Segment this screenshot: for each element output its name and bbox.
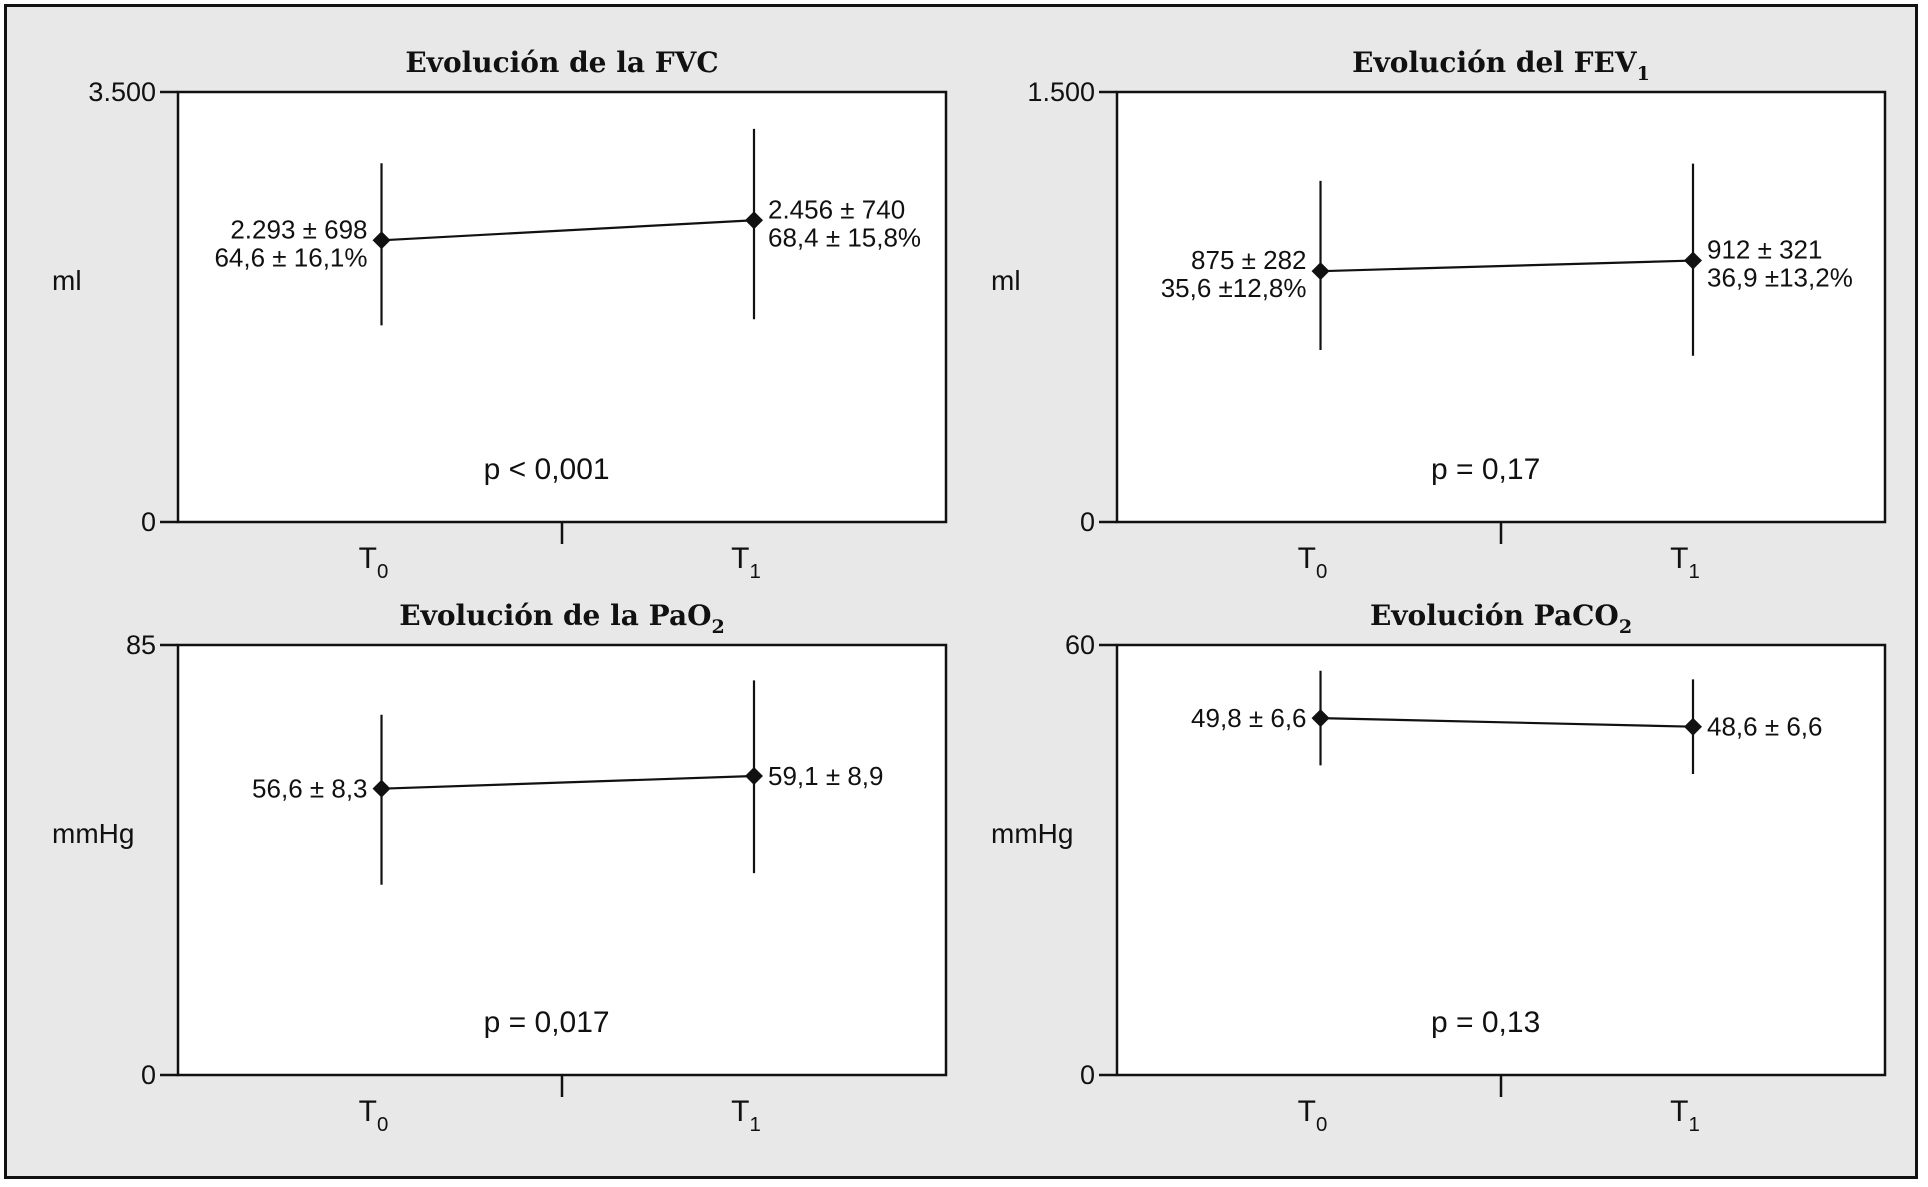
x-tick-label: T0 bbox=[359, 1095, 389, 1136]
series-line bbox=[1320, 717, 1694, 728]
x-tick-label-base: T bbox=[1670, 542, 1688, 575]
y-tick-label: 1.500 bbox=[1027, 77, 1095, 107]
data-point-marker bbox=[745, 211, 763, 230]
data-point-marker bbox=[372, 231, 391, 250]
y-tick-label: 0 bbox=[1080, 507, 1095, 537]
p-value-annotation: p = 0,17 bbox=[1431, 453, 1540, 486]
y-tick-label: 85 bbox=[126, 630, 156, 660]
data-point-marker bbox=[1311, 709, 1330, 728]
chart-title: Evolución PaCO2 bbox=[1370, 599, 1632, 638]
data-point-marker bbox=[372, 779, 391, 798]
series-line bbox=[381, 219, 755, 242]
y-axis-label: ml bbox=[991, 265, 1021, 296]
x-tick-label-base: T bbox=[359, 1095, 377, 1128]
chart-title-text: Evolución PaCO bbox=[1370, 599, 1619, 632]
plot-area bbox=[1115, 643, 1887, 1077]
x-tick-label: T1 bbox=[731, 1095, 761, 1136]
chart-title-subscript: 1 bbox=[1637, 63, 1650, 85]
x-tick-label: T0 bbox=[1298, 542, 1328, 583]
plot-area bbox=[1115, 90, 1887, 524]
chart-title: Evolución del FEV1 bbox=[1352, 46, 1650, 85]
y-tick-label: 0 bbox=[141, 1060, 156, 1090]
x-tick-label: T1 bbox=[731, 542, 761, 583]
plot-area bbox=[176, 90, 948, 524]
data-label: 68,4 ± 15,8% bbox=[768, 222, 921, 252]
x-tick-label: T0 bbox=[359, 542, 389, 583]
x-tick-label-base: T bbox=[731, 542, 749, 575]
chart-title-text: Evolución de la PaO bbox=[399, 599, 711, 632]
x-tick-label-base: T bbox=[359, 542, 377, 575]
x-tick-label-subscript: 0 bbox=[377, 561, 388, 583]
x-tick-label-subscript: 1 bbox=[1688, 561, 1699, 583]
y-tick-label: 3.500 bbox=[88, 77, 156, 107]
data-label: 59,1 ± 8,9 bbox=[768, 761, 883, 791]
p-value-annotation: p = 0,13 bbox=[1431, 1006, 1540, 1039]
data-label: 35,6 ±12,8% bbox=[1161, 273, 1307, 303]
chart-title-text: Evolución de la FVC bbox=[405, 46, 718, 79]
data-point-marker bbox=[1311, 262, 1330, 281]
data-point-marker bbox=[1684, 251, 1702, 270]
series-line bbox=[1320, 259, 1694, 273]
x-tick-label-subscript: 0 bbox=[1316, 1114, 1327, 1136]
x-tick-label-base: T bbox=[731, 1095, 749, 1128]
x-tick-label: T0 bbox=[1298, 1095, 1328, 1136]
x-tick-label: T1 bbox=[1670, 1095, 1700, 1136]
data-point-marker bbox=[1684, 717, 1702, 736]
x-tick-label-subscript: 1 bbox=[749, 561, 760, 583]
data-label: 49,8 ± 6,6 bbox=[1191, 703, 1306, 733]
data-label: 64,6 ± 16,1% bbox=[214, 242, 367, 272]
data-label: 36,9 ±13,2% bbox=[1707, 263, 1853, 293]
x-tick-label-subscript: 1 bbox=[749, 1114, 760, 1136]
x-tick-label-subscript: 0 bbox=[1316, 561, 1327, 583]
data-label: 2.293 ± 698 bbox=[230, 214, 367, 244]
data-point-marker bbox=[745, 767, 763, 786]
x-tick-label-base: T bbox=[1298, 1095, 1316, 1128]
y-tick-label: 60 bbox=[1065, 630, 1095, 660]
figure-panel: Evolución de la FVC 3.500 0 ml T0 T1 2.293 ± 6… bbox=[4, 4, 1918, 1179]
y-axis-label: ml bbox=[52, 265, 82, 296]
chart-title: Evolución de la FVC bbox=[405, 46, 718, 79]
chart-title: Evolución de la PaO2 bbox=[399, 599, 725, 638]
p-value-annotation: p < 0,001 bbox=[484, 453, 610, 486]
chart-title-subscript: 2 bbox=[712, 616, 725, 638]
data-label: 875 ± 282 bbox=[1191, 245, 1306, 275]
chart-title-subscript: 2 bbox=[1619, 616, 1632, 638]
y-tick-label: 0 bbox=[141, 507, 156, 537]
x-tick-label-subscript: 1 bbox=[1688, 1114, 1699, 1136]
chart-title-text: Evolución del FEV bbox=[1352, 46, 1638, 79]
y-axis-label: mmHg bbox=[52, 818, 134, 849]
x-tick-label-base: T bbox=[1298, 542, 1316, 575]
data-label: 48,6 ± 6,6 bbox=[1707, 712, 1822, 742]
data-label: 912 ± 321 bbox=[1707, 235, 1822, 265]
x-tick-label: T1 bbox=[1670, 542, 1700, 583]
y-tick-label: 0 bbox=[1080, 1060, 1095, 1090]
y-axis-label: mmHg bbox=[991, 818, 1073, 849]
plot-area bbox=[176, 643, 948, 1077]
data-label: 56,6 ± 8,3 bbox=[252, 774, 367, 804]
series-line bbox=[381, 774, 755, 790]
data-label: 2.456 ± 740 bbox=[768, 194, 905, 224]
x-tick-label-subscript: 0 bbox=[377, 1114, 388, 1136]
x-tick-label-base: T bbox=[1670, 1095, 1688, 1128]
p-value-annotation: p = 0,017 bbox=[484, 1006, 610, 1039]
